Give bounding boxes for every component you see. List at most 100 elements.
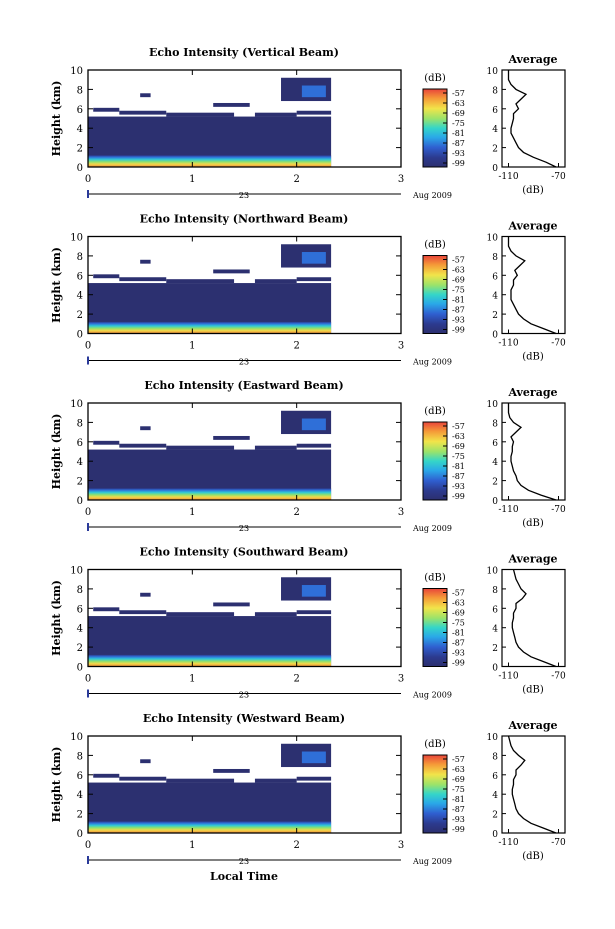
y-tick-label: 4 xyxy=(77,457,83,468)
colorbar-unit: (dB) xyxy=(424,573,446,584)
colorbar-tick-label: -63 xyxy=(452,765,465,774)
colorbar-tick-label: -63 xyxy=(452,599,465,608)
y-tick-label: 10 xyxy=(70,66,83,77)
y-tick-label: 0 xyxy=(77,829,83,840)
colorbar-tick-label: -81 xyxy=(452,129,465,138)
average-frame xyxy=(501,402,566,501)
date-month-label: Aug 2009 xyxy=(412,691,452,700)
colorbar-tick-label: -81 xyxy=(452,462,465,471)
echo-stratum xyxy=(93,107,120,112)
colorbar-tick-label: -93 xyxy=(452,649,465,658)
average-title: Average xyxy=(507,220,557,233)
echo-stratum xyxy=(119,776,167,781)
y-tick-label: 0 xyxy=(77,163,83,174)
colorbar-tick-label: -57 xyxy=(452,89,465,98)
x-tick-label: 1 xyxy=(189,507,195,518)
average-y-tick-label: 0 xyxy=(492,331,498,341)
y-tick-label: 8 xyxy=(77,85,83,96)
average-title: Average xyxy=(507,719,557,732)
average-frame xyxy=(501,568,566,668)
echo-stratum xyxy=(93,607,120,612)
x-tick-label: 2 xyxy=(293,507,299,518)
echo-stratum xyxy=(140,759,151,764)
colorbar-tick-label: -93 xyxy=(452,316,465,325)
colorbar-unit: (dB) xyxy=(424,739,446,750)
x-tick-label: 1 xyxy=(189,840,195,851)
average-x-tick-label: -70 xyxy=(551,505,566,515)
colorbar-tick-label: -93 xyxy=(452,815,465,824)
colorbar-tick-label: -69 xyxy=(452,442,465,451)
average-y-tick-label: 0 xyxy=(492,830,498,840)
average-profile-line xyxy=(507,236,557,335)
echo-stratum xyxy=(93,274,120,279)
average-y-tick-label: 2 xyxy=(492,644,498,654)
echo-stratum xyxy=(140,259,151,264)
colorbar xyxy=(422,754,448,834)
colorbar-tick-label: -57 xyxy=(452,256,465,265)
date-month-label: Aug 2009 xyxy=(412,191,452,200)
average-frame xyxy=(501,235,566,335)
x-tick-label: 3 xyxy=(398,174,404,185)
echo-upper-core xyxy=(301,585,326,597)
y-tick-label: 2 xyxy=(77,477,83,488)
y-tick-label: 2 xyxy=(77,310,83,321)
y-tick-label: 0 xyxy=(77,496,83,507)
colorbar-tick-label: -93 xyxy=(452,149,465,158)
colorbar-tick-label: -81 xyxy=(452,629,465,638)
echo-stratum xyxy=(213,102,250,107)
average-y-tick-label: 4 xyxy=(492,292,498,302)
x-tick-label: 3 xyxy=(398,507,404,518)
echo-upper-core xyxy=(301,751,326,764)
y-tick-label: 10 xyxy=(70,233,83,244)
average-y-tick-label: 10 xyxy=(487,733,499,743)
date-month-label: Aug 2009 xyxy=(412,358,452,367)
y-tick-label: 6 xyxy=(77,105,83,116)
average-frame xyxy=(501,735,566,834)
colorbar-tick-label: -63 xyxy=(452,99,465,108)
x-tick-label: 0 xyxy=(85,341,91,352)
colorbar-unit: (dB) xyxy=(424,73,446,84)
y-axis-title: Height (km) xyxy=(50,414,63,490)
y-tick-label: 0 xyxy=(77,330,83,341)
echo-stratum xyxy=(296,110,332,115)
average-xlabel: (dB) xyxy=(522,685,544,696)
echo-stratum xyxy=(93,440,120,445)
colorbar xyxy=(422,421,448,501)
plot-frame xyxy=(87,402,402,501)
y-tick-label: 2 xyxy=(77,144,83,155)
y-tick-label: 6 xyxy=(77,604,83,615)
average-x-tick-label: -110 xyxy=(498,838,518,848)
x-tick-label: 1 xyxy=(189,341,195,352)
colorbar-tick-label: -87 xyxy=(452,139,465,148)
average-y-tick-label: 0 xyxy=(492,664,498,674)
colorbar-tick-label: -93 xyxy=(452,482,465,491)
average-profile-line xyxy=(507,403,557,501)
panel-2: Echo Intensity (Northward Beam) Height (k… xyxy=(50,213,566,367)
colorbar-tick-label: -99 xyxy=(452,825,465,834)
colorbar-tick-label: -99 xyxy=(452,659,465,668)
average-y-tick-label: 6 xyxy=(492,272,498,282)
average-y-tick-label: 8 xyxy=(492,253,498,263)
x-tick-label: 2 xyxy=(293,840,299,851)
average-y-tick-label: 8 xyxy=(492,586,498,596)
echo-stratum xyxy=(254,445,297,450)
colorbar-tick-label: -69 xyxy=(452,775,465,784)
panel-title: Echo Intensity (Westward Beam) xyxy=(143,712,345,725)
x-tick-label: 0 xyxy=(85,674,91,685)
y-tick-label: 8 xyxy=(77,418,83,429)
average-y-tick-label: 6 xyxy=(492,106,498,116)
average-profile-line xyxy=(507,735,557,834)
plot-frame xyxy=(87,235,402,335)
x-tick-label: 0 xyxy=(85,507,91,518)
echo-low-band xyxy=(88,821,332,833)
colorbar xyxy=(422,588,448,667)
colorbar-tick-label: -75 xyxy=(452,119,465,128)
plot-frame xyxy=(87,568,402,668)
panel-title: Echo Intensity (Eastward Beam) xyxy=(144,379,343,392)
average-y-tick-label: 8 xyxy=(492,419,498,429)
average-y-tick-label: 8 xyxy=(492,86,498,96)
colorbar-tick-label: -99 xyxy=(452,492,465,501)
echo-stratum xyxy=(166,612,235,617)
colorbar-tick-label: -87 xyxy=(452,639,465,648)
